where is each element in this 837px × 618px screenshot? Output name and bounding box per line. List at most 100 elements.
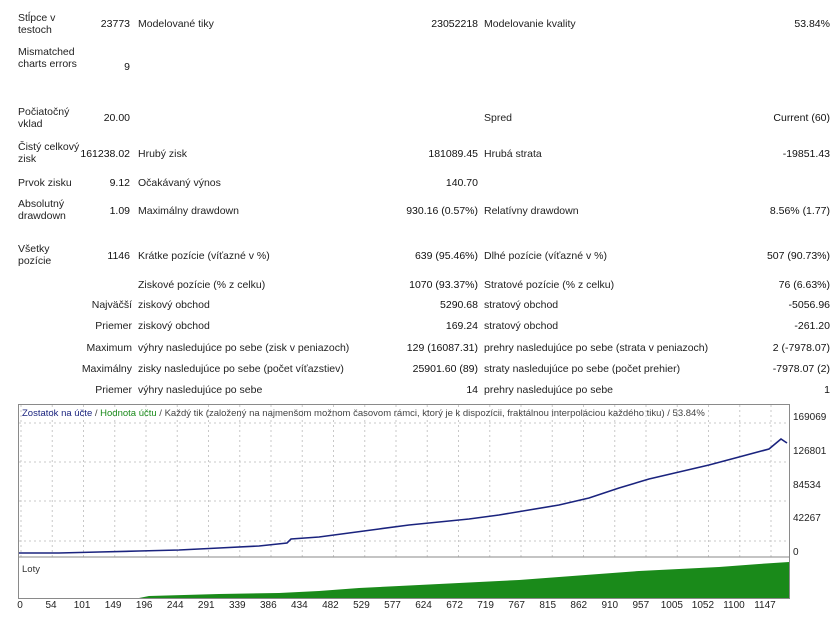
legend-quality: 53.84% [672,408,705,419]
value-expected-payoff: 140.70 [445,177,478,189]
label-relative-drawdown: Relatívny drawdown [484,205,579,217]
x-tick-label: 719 [477,600,494,611]
value-max-consecutive-losses: 2 (-7978.07) [772,342,830,354]
label-modelled-ticks: Modelované tiky [138,18,214,30]
lots-area [19,562,789,598]
x-tick-label: 482 [322,600,339,611]
x-tick-label: 339 [228,600,246,611]
x-tick-label: 434 [291,600,308,611]
x-tick-label: 910 [601,600,619,611]
value-profit-factor: 9.12 [109,177,130,189]
label-gross-profit: Hrubý zisk [138,148,188,160]
x-tick-label: 244 [166,600,184,611]
label-expected-payoff: Očakávaný výnos [138,177,221,189]
report-table: Stĺpce v testoch 23773 Modelované tiky 2… [18,12,830,396]
label-maximal-consecutive-loss: straty nasledujúce po sebe (počet prehie… [484,363,681,375]
label-average-consecutive-wins: výhry nasledujúce po sebe [138,384,263,396]
x-tick-label: 862 [570,600,588,611]
legend-description: Každý tik (založený na najmenšom možnom … [164,408,665,419]
y-tick-label: 169069 [793,412,827,423]
x-tick-label: 291 [197,600,215,611]
legend-balance: Zostatok na účte [22,408,93,419]
value-total-trades: 1146 [107,250,130,262]
label-mismatched-errors: Mismatched charts errors [18,46,77,70]
label-maximal-drawdown: Maximálny drawdown [138,205,239,217]
x-tick-label: 815 [539,600,557,611]
value-profit-trades: 1070 (93.37%) [409,279,478,291]
label-maximal: Maximálny [81,363,132,375]
label-maximal-consecutive-profit: zisky nasledujúce po sebe (počet víťazst… [138,363,344,375]
value-modelled-ticks: 23052218 [431,18,478,30]
value-initial-deposit: 20.00 [103,112,130,124]
x-tick-label: 957 [632,600,650,611]
x-tick-label: 386 [259,600,277,611]
y-tick-label: 42267 [793,513,821,524]
balance-chart [18,404,790,599]
value-gross-profit: 181089.45 [428,148,478,160]
label-absolute-drawdown: Absolutný drawdown [18,198,66,222]
value-gross-loss: -19851.43 [782,148,830,160]
x-tick-label: 1147 [754,600,776,611]
chart-legend: Zostatok na účte / Hodnota účtu / Každý … [22,408,705,419]
label-short-positions: Krátke pozície (víťazné v %) [138,250,270,262]
x-tick-label: 196 [135,600,153,611]
balance-chart-svg [19,405,789,598]
label-profit-trades: Ziskové pozície (% z celku) [138,279,266,291]
value-bars-in-test: 23773 [100,18,130,30]
y-tick-label: 0 [793,547,799,558]
value-absolute-drawdown: 1.09 [109,205,130,217]
label-gross-loss: Hrubá strata [484,148,542,160]
label-average: Priemer [95,320,132,332]
value-mismatched-errors: 9 [124,61,130,73]
value-maximal-consecutive-loss: -7978.07 (2) [772,363,830,375]
value-largest-profit-trade: 5290.68 [440,299,478,311]
label-average-consecutive-losses: prehry nasledujúce po sebe [484,384,614,396]
label-long-positions: Dlhé pozície (víťazné v %) [484,250,607,262]
value-average-consecutive-losses: 1 [824,384,830,396]
label-modelling-quality: Modelovanie kvality [484,18,576,30]
label-average-profit-trade: ziskový obchod [138,320,210,332]
x-tick-label: 101 [73,600,91,611]
x-tick-label: 672 [446,600,463,611]
label-spread: Spred [484,112,513,124]
label-largest: Najväčší [91,299,132,311]
value-short-positions: 639 (95.46%) [414,250,478,262]
x-tick-label: 767 [508,600,525,611]
value-long-positions: 507 (90.73%) [766,250,830,262]
label-initial-deposit: Počiatočný vklad [18,106,70,130]
balance-line [19,438,788,554]
x-tick-label: 1100 [723,600,745,611]
label-bars-in-test: Stĺpce v testoch [18,12,56,36]
x-tick-label: 529 [353,600,370,611]
label-total-net-profit: Čistý celkový zisk [18,141,80,165]
value-average-consecutive-wins: 14 [466,384,478,396]
value-total-net-profit: 161238.02 [80,148,130,160]
y-tick-label: 126801 [793,446,827,457]
value-largest-loss-trade: -5056.96 [788,299,830,311]
label-average-consecutive: Priemer [95,384,132,396]
x-tick-label: 577 [384,600,401,611]
lots-label: Loty [22,564,40,575]
label-average-loss-trade: stratový obchod [484,320,559,332]
label-largest-profit-trade: ziskový obchod [138,299,210,311]
value-modelling-quality: 53.84% [794,18,830,30]
x-tick-label: 1005 [660,600,683,611]
label-loss-trades: Stratové pozície (% z celku) [484,279,615,291]
legend-equity: Hodnota účtu [100,408,157,419]
value-relative-drawdown: 8.56% (1.77) [769,205,830,217]
y-tick-label: 84534 [793,480,821,491]
label-max-consecutive-wins: výhry nasledujúce po sebe (zisk v peniaz… [138,342,350,354]
x-tick-label: 624 [415,600,432,611]
label-maximum: Maximum [86,342,132,354]
x-tick-label: 0 [17,600,23,611]
value-maximal-consecutive-profit: 25901.60 (89) [412,363,478,375]
label-max-consecutive-losses: prehry nasledujúce po sebe (strata v pen… [484,342,709,354]
value-max-consecutive-wins: 129 (16087.31) [406,342,478,354]
x-tick-label: 54 [45,600,57,611]
value-average-loss-trade: -261.20 [794,320,830,332]
label-largest-loss-trade: stratový obchod [484,299,559,311]
x-tick-label: 1052 [691,600,715,611]
label-profit-factor: Prvok zisku [18,177,72,189]
value-average-profit-trade: 169.24 [445,320,478,332]
label-total-trades: Všetky pozície [18,243,52,267]
